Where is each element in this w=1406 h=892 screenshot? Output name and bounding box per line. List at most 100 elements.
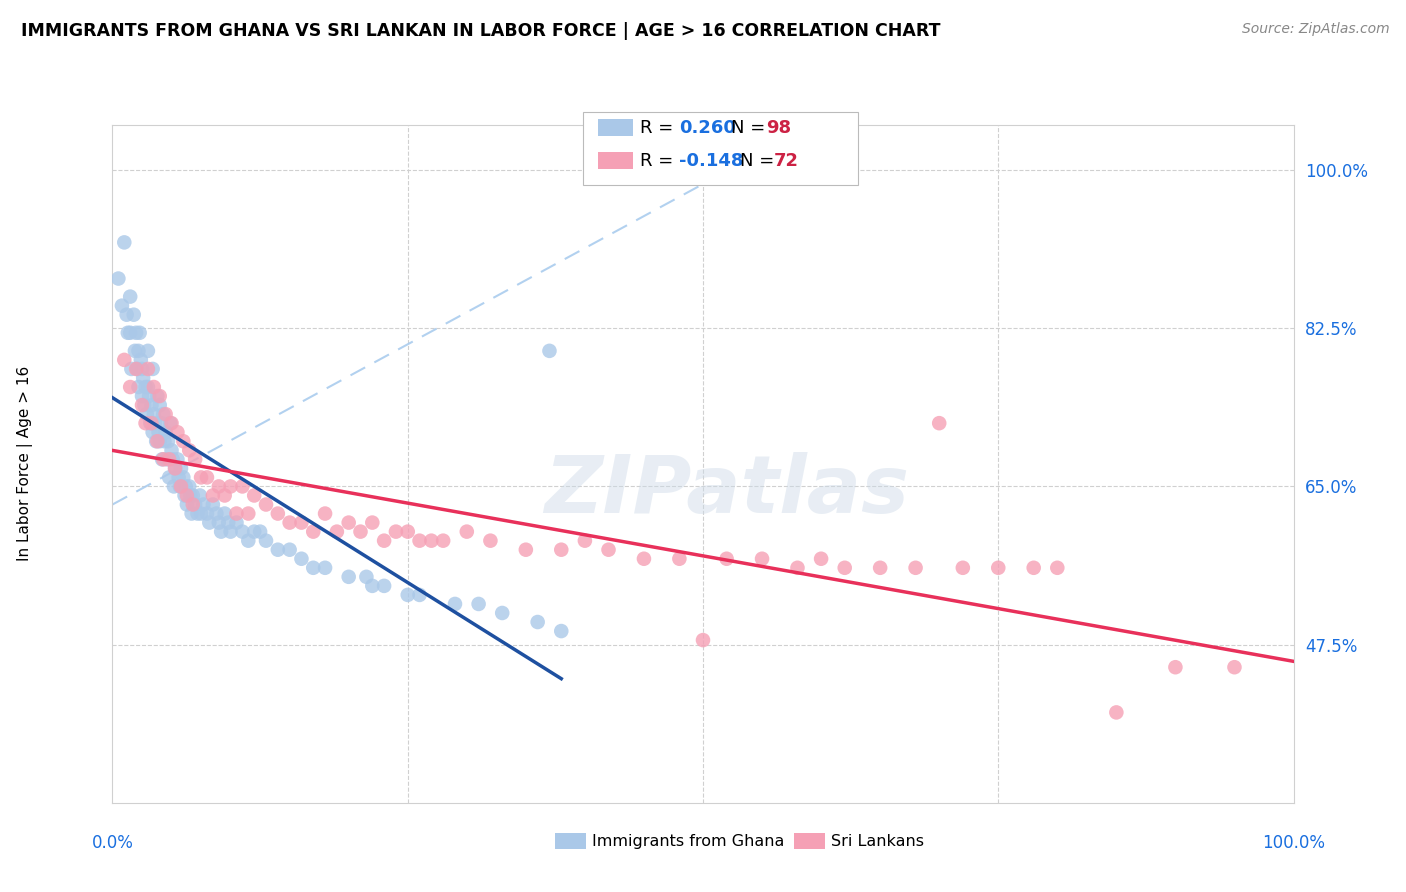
Point	[598, 542, 620, 557]
Point	[491, 606, 513, 620]
Point	[1164, 660, 1187, 674]
Point	[136, 380, 159, 394]
Point	[214, 488, 236, 502]
Point	[550, 542, 572, 557]
Point	[238, 533, 260, 548]
Point	[186, 507, 208, 521]
Point	[904, 561, 927, 575]
Point	[184, 452, 207, 467]
Point	[408, 533, 430, 548]
Point	[115, 308, 138, 322]
Point	[170, 479, 193, 493]
Point	[574, 533, 596, 548]
Point	[928, 416, 950, 430]
Point	[172, 470, 194, 484]
Point	[149, 416, 172, 430]
Text: N =: N =	[731, 119, 770, 136]
Point	[124, 343, 146, 358]
Point	[190, 507, 212, 521]
Point	[217, 516, 239, 530]
Point	[176, 498, 198, 512]
Point	[243, 488, 266, 502]
Point	[125, 326, 148, 340]
Point	[267, 542, 290, 557]
Point	[131, 362, 153, 376]
Point	[128, 326, 150, 340]
Point	[396, 524, 419, 539]
Point	[129, 352, 152, 367]
Point	[550, 624, 572, 638]
Point	[135, 416, 157, 430]
Point	[120, 362, 142, 376]
Text: In Labor Force | Age > 16: In Labor Force | Age > 16	[17, 367, 34, 561]
Point	[152, 407, 174, 421]
Point	[107, 271, 129, 285]
Point	[149, 434, 172, 449]
Point	[111, 299, 134, 313]
Point	[810, 551, 832, 566]
Point	[138, 389, 160, 403]
Text: 100.0%: 100.0%	[1263, 834, 1324, 852]
Point	[219, 524, 242, 539]
Point	[1046, 561, 1069, 575]
Text: 0.260: 0.260	[679, 119, 735, 136]
Text: 98: 98	[766, 119, 792, 136]
Point	[314, 507, 336, 521]
Point	[190, 470, 212, 484]
Point	[238, 507, 260, 521]
Point	[149, 398, 172, 412]
Point	[120, 290, 142, 304]
Point	[278, 542, 301, 557]
Point	[139, 416, 162, 430]
Point	[278, 516, 301, 530]
Point	[179, 488, 201, 502]
Point	[155, 407, 177, 421]
Point	[219, 479, 242, 493]
Point	[716, 551, 738, 566]
Point	[136, 343, 159, 358]
Point	[208, 516, 231, 530]
Point	[152, 452, 174, 467]
Point	[167, 470, 190, 484]
Text: R =: R =	[640, 152, 679, 169]
Point	[302, 524, 325, 539]
Point	[1223, 660, 1246, 674]
Point	[668, 551, 690, 566]
Point	[141, 416, 163, 430]
Point	[834, 561, 856, 575]
Point	[127, 343, 149, 358]
Point	[195, 507, 218, 521]
Point	[166, 452, 188, 467]
Text: R =: R =	[640, 119, 679, 136]
Point	[157, 452, 180, 467]
Point	[396, 588, 419, 602]
Point	[373, 533, 395, 548]
Point	[302, 561, 325, 575]
Text: 0.0%: 0.0%	[91, 834, 134, 852]
Point	[198, 516, 221, 530]
Point	[132, 371, 155, 385]
Point	[160, 416, 183, 430]
Point	[361, 516, 384, 530]
Point	[467, 597, 489, 611]
Point	[120, 380, 142, 394]
Point	[142, 425, 165, 440]
Point	[136, 362, 159, 376]
Point	[356, 570, 378, 584]
Point	[141, 398, 163, 412]
Point	[145, 434, 167, 449]
Point	[163, 479, 186, 493]
Point	[188, 488, 211, 502]
Point	[214, 507, 236, 521]
Point	[170, 461, 193, 475]
Point	[208, 479, 231, 493]
Point	[125, 362, 148, 376]
Point	[408, 588, 430, 602]
Point	[692, 633, 714, 648]
Point	[869, 561, 891, 575]
Point	[326, 524, 349, 539]
Point	[290, 516, 312, 530]
Point	[166, 425, 188, 440]
Point	[205, 507, 228, 521]
Point	[373, 579, 395, 593]
